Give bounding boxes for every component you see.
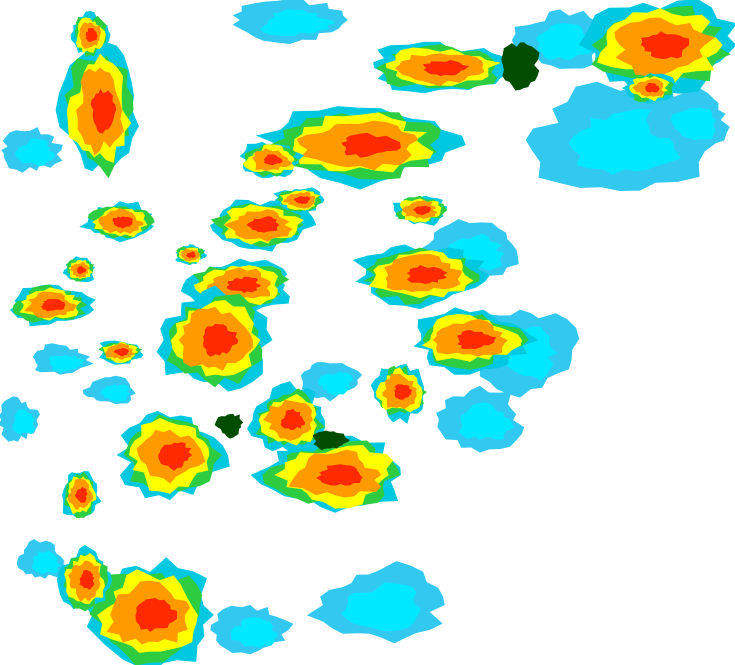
intense-echo (263, 154, 283, 166)
intense-echo (112, 216, 134, 229)
intense-echo (90, 88, 117, 134)
light-echo (99, 384, 130, 403)
light-echo (14, 138, 55, 167)
intense-echo (203, 323, 239, 357)
intense-echo (246, 216, 280, 233)
intense-echo (135, 598, 178, 632)
intense-echo (40, 299, 66, 312)
intense-echo (423, 60, 470, 77)
light-echo (671, 107, 717, 141)
intense-echo (113, 347, 130, 357)
light-echo (536, 23, 598, 60)
intense-echo (341, 132, 401, 158)
light-echo (31, 550, 61, 574)
intense-echo (394, 384, 412, 400)
intense-echo (79, 569, 95, 590)
intense-echo (85, 28, 98, 42)
intense-echo (280, 408, 305, 431)
dense-echo (501, 42, 540, 91)
intense-echo (316, 464, 363, 486)
intense-echo (412, 205, 432, 216)
light-echo (230, 617, 278, 648)
light-echo (458, 402, 515, 441)
intense-echo (186, 251, 196, 258)
dense-echo (214, 413, 244, 439)
light-echo (48, 354, 84, 373)
light-echo (341, 582, 421, 632)
intense-echo (76, 265, 87, 274)
intense-echo (158, 442, 193, 471)
intense-echo (644, 82, 660, 93)
light-echo (318, 371, 354, 397)
intense-echo (640, 31, 690, 59)
light-echo (12, 409, 36, 435)
intense-echo (456, 330, 497, 350)
intense-echo (293, 196, 311, 205)
light-echo (260, 9, 336, 36)
intense-echo (74, 486, 88, 503)
intense-echo (406, 265, 448, 284)
intense-echo (226, 276, 261, 294)
dense-echo (312, 430, 350, 451)
